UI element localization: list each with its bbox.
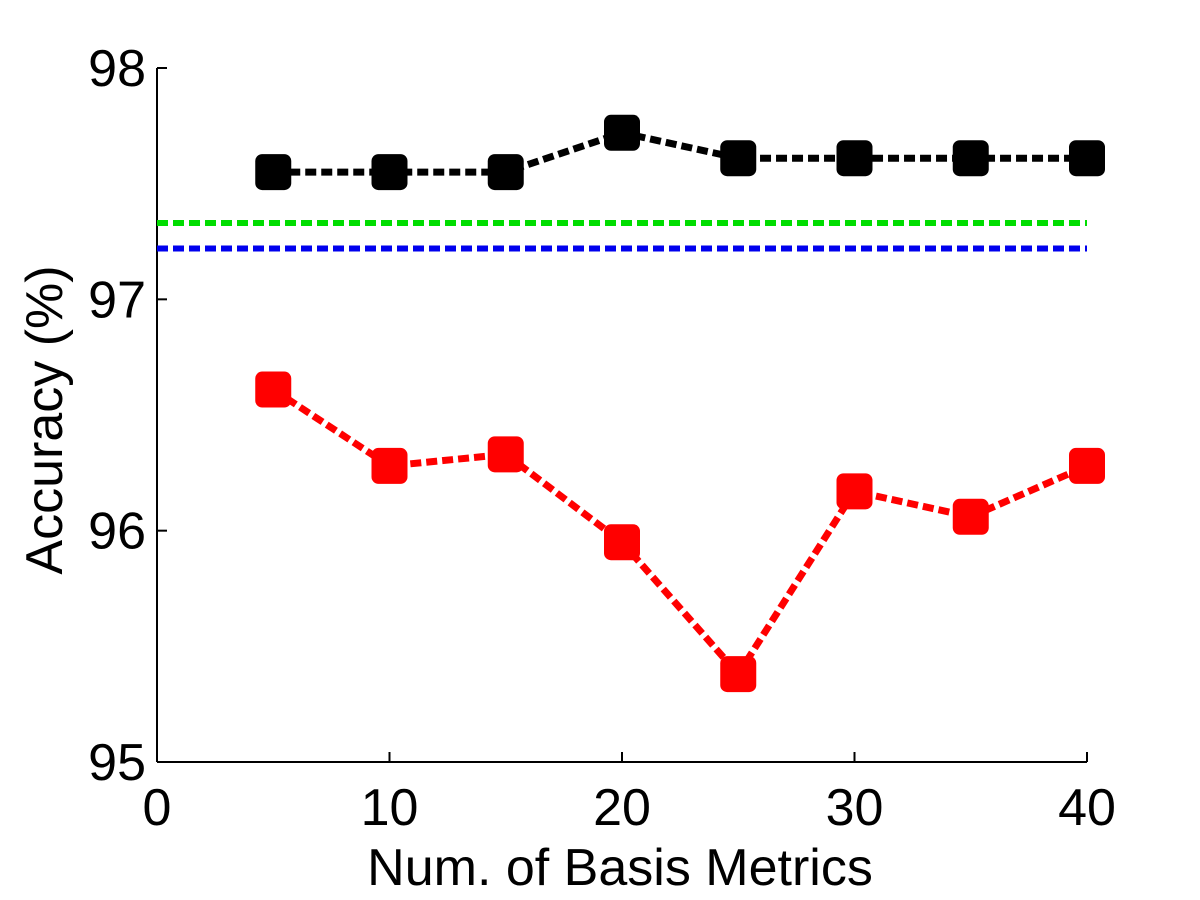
series-2-marker xyxy=(720,656,757,693)
series-1-marker xyxy=(836,140,873,177)
series-2-marker xyxy=(487,436,524,473)
reference-lines xyxy=(157,219,1087,252)
series-1-line xyxy=(273,129,1087,176)
y-tick-label: 96 xyxy=(88,503,146,561)
x-tick-label: 20 xyxy=(593,779,651,837)
series-2-marker xyxy=(1069,447,1105,484)
y-tick-label: 98 xyxy=(88,40,146,98)
y-tick-label: 97 xyxy=(88,271,146,329)
series-2-marker xyxy=(604,524,640,561)
series-2-marker xyxy=(255,371,292,408)
series-1-marker xyxy=(1069,140,1105,177)
x-tick-label: 30 xyxy=(826,779,884,837)
series-2-line xyxy=(271,386,1089,680)
series-1-marker xyxy=(487,154,524,191)
x-tick-label: 10 xyxy=(361,779,419,837)
series-2-marker xyxy=(952,498,989,535)
series-group xyxy=(255,114,1105,693)
y-axis-title: Accuracy (%) xyxy=(16,265,74,574)
y-tick-label: 95 xyxy=(88,734,146,792)
x-tick-label: 0 xyxy=(143,779,172,837)
series-2-marker xyxy=(371,447,408,484)
tick-labels: 0 10 20 30 40 95 96 97 98 xyxy=(88,40,1116,837)
series-1-marker xyxy=(371,154,408,191)
x-tick-label: 40 xyxy=(1058,779,1116,837)
series-1-marker xyxy=(952,140,989,177)
series-1-marker xyxy=(604,114,640,151)
series-2-marker xyxy=(836,473,873,510)
series-1-marker xyxy=(255,154,292,191)
x-axis-title: Num. of Basis Metrics xyxy=(367,839,873,897)
axes xyxy=(156,67,1088,763)
series-1-marker xyxy=(720,140,757,177)
